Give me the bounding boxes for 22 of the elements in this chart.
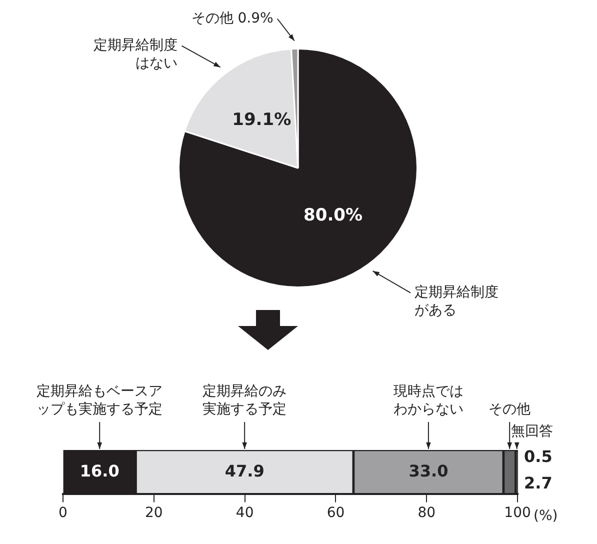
x-tick-label: 80 xyxy=(418,505,436,522)
text: 現時点ではわからない xyxy=(393,384,464,418)
data-label: 80.0% xyxy=(304,206,363,226)
data-label: 2.7 xyxy=(524,473,552,492)
text: その他 xyxy=(488,402,531,418)
data-label: 19.1% xyxy=(232,110,292,130)
x-tick-label: 40 xyxy=(236,505,254,522)
data-label: 0.5 xyxy=(524,447,552,466)
data-label: 33.0 xyxy=(408,461,448,480)
x-tick-label: 20 xyxy=(144,505,163,522)
text: 定期昇給のみ実施する予定 xyxy=(202,384,287,418)
slice-label: 定期昇給制度がある xyxy=(414,284,499,318)
data-label: 47.9 xyxy=(224,461,264,480)
slice-label: その他 0.9% xyxy=(191,10,274,26)
x-tick-label: 0 xyxy=(58,505,68,522)
slice-label: 定期昇給制度はない xyxy=(94,37,178,72)
x-tick-label: 100 xyxy=(504,505,531,522)
x-axis-title: (%) xyxy=(534,508,558,524)
x-tick-label: 60 xyxy=(326,505,345,522)
text: 定期昇給もベースアップも実施する予定 xyxy=(36,384,163,418)
data-label: 16.0 xyxy=(80,461,120,480)
series-label: 無回答 xyxy=(510,424,553,440)
